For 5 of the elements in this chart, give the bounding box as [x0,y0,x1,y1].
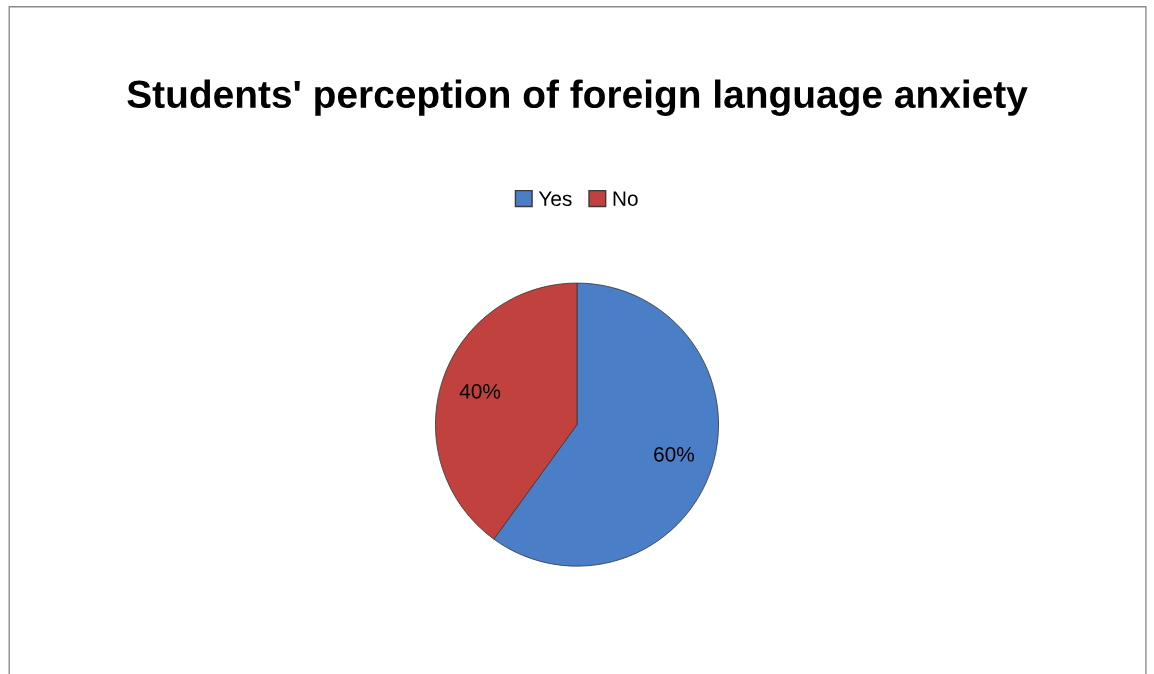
data-label: 40% [459,383,501,399]
legend-label: No [613,191,638,207]
legend-label: Yes [538,191,572,207]
chart-title: Students' perception of foreign language anxiety [127,79,1028,116]
data-label: 60% [654,446,695,462]
